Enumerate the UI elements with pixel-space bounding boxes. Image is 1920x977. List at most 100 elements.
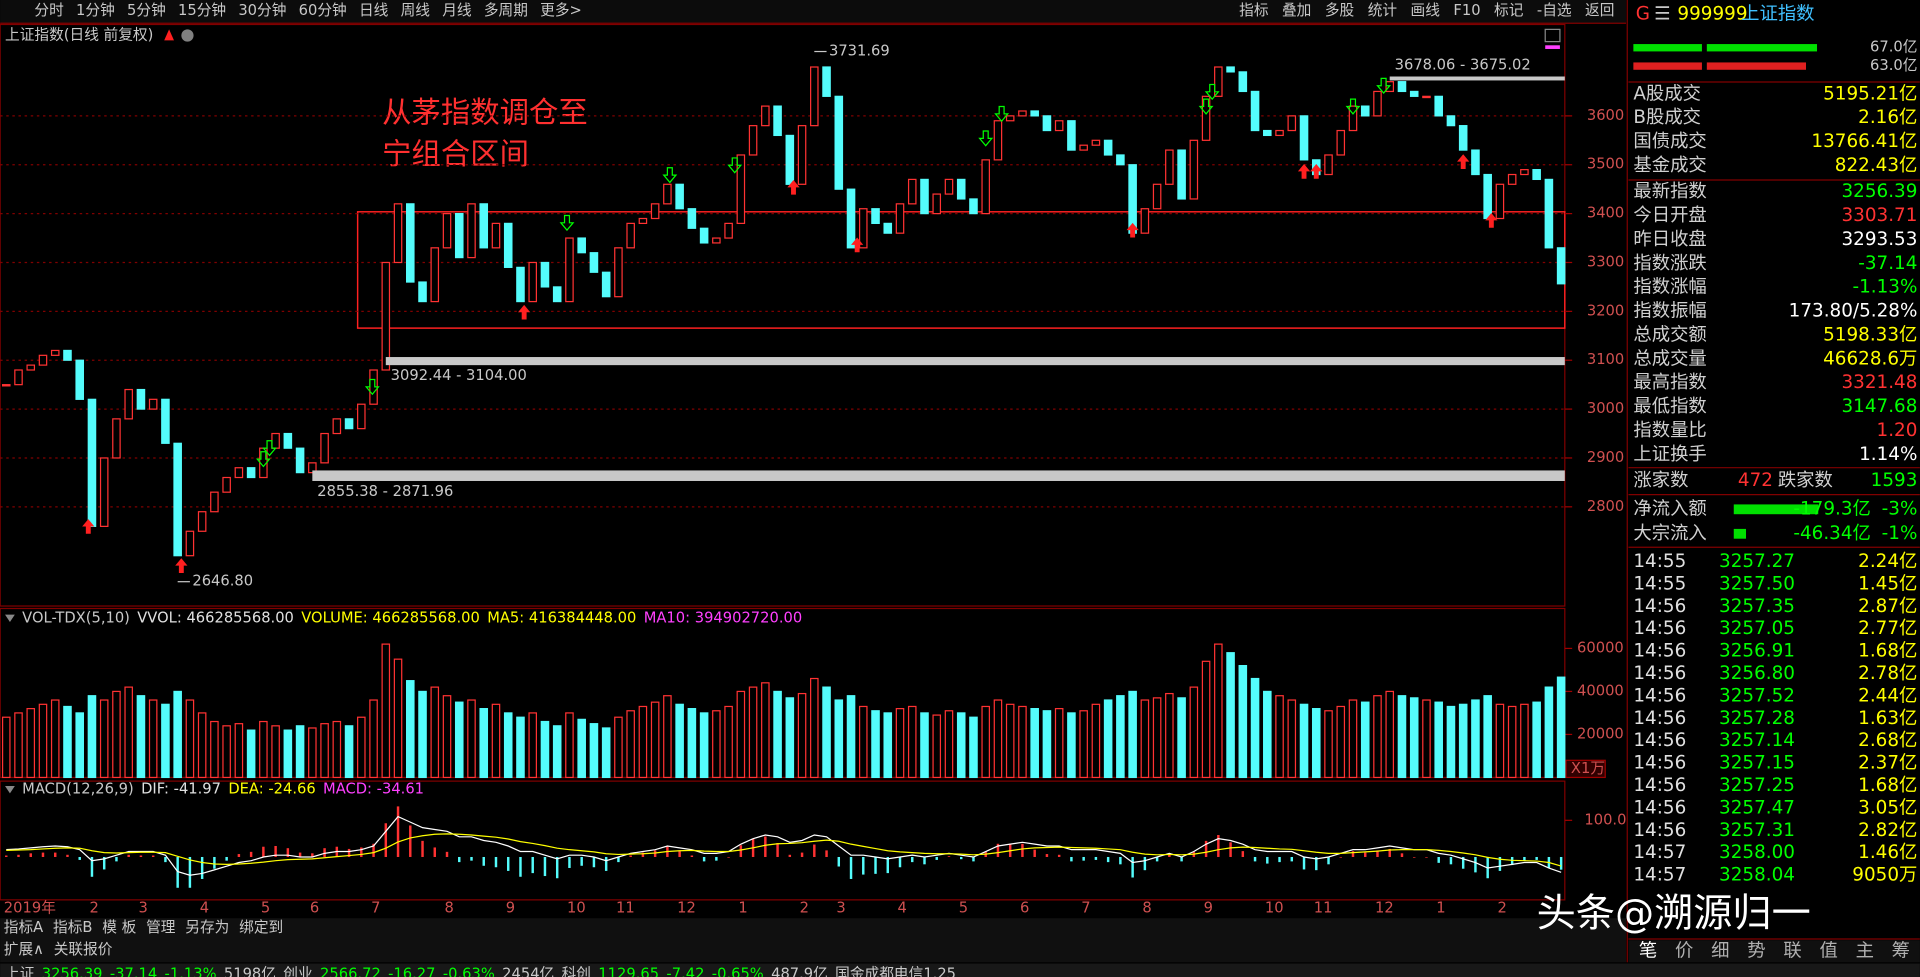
collapse-icon[interactable] [5,786,15,794]
quote-tab[interactable]: 势 [1747,940,1765,961]
toolbar-item[interactable]: 分时 [34,2,64,19]
candle [1030,110,1039,117]
x-tick-label: 9 [506,899,515,916]
tick-time: 14:56 [1633,663,1686,684]
toolbar-item[interactable]: 标记 [1494,2,1524,19]
toolbar-item[interactable]: 指标 [1239,2,1269,19]
candle [797,125,807,185]
macd-bar [445,851,449,857]
tick-time: 14:56 [1633,797,1686,818]
tab[interactable]: 指标B [53,919,92,936]
quote-value: 3321.48 [1841,372,1917,393]
y-tick-label: 2900 [1587,449,1624,466]
breadth-value: 472 [1738,470,1773,491]
macd-bar [494,856,498,868]
tab[interactable]: 指标A [4,919,43,936]
macd-bar [641,852,645,857]
quote-tab[interactable]: 笔 [1639,940,1657,961]
toolbar-item[interactable]: 画线 [1411,2,1441,19]
macd-bar [1045,854,1049,857]
toolbar-item[interactable]: F10 [1453,2,1480,19]
candle [197,511,207,532]
quote-tab[interactable]: 筹 [1892,940,1910,961]
macd-bar [470,856,473,861]
breadth-label: 跌家数 [1778,470,1833,491]
toolbar-item[interactable]: 周线 [401,2,431,19]
candle [1054,120,1064,132]
macd-bar [139,855,143,857]
candle [136,388,146,410]
tab[interactable]: 绑定到 [239,919,283,936]
macd-bar [1131,856,1134,878]
volume-bar [479,708,489,779]
volume-bar [1324,710,1333,779]
tab[interactable]: 另存为 [185,919,229,936]
quote-tab[interactable]: 值 [1819,940,1837,961]
volume-bar [332,720,342,779]
toolbar-item[interactable]: 日线 [359,2,389,19]
note-text: 宁组合区间 [382,137,529,171]
quote-tab[interactable]: 主 [1856,940,1874,961]
toolbar-item[interactable]: 更多> [540,2,582,19]
code-prefix: G [1636,4,1650,25]
macd-bar [360,847,363,857]
tab[interactable]: 扩展∧ [4,941,44,958]
quote-tab[interactable]: 联 [1783,940,1801,961]
quote-tab[interactable]: 细 [1711,940,1729,961]
toolbar-item[interactable]: 多周期 [484,2,528,19]
toolbar-item[interactable]: 返回 [1585,2,1614,19]
volume-bar [1544,686,1554,779]
tick-time: 14:56 [1633,775,1686,796]
x-tick-label: 4 [200,899,209,916]
volume-bar [981,705,990,779]
menu-icon[interactable]: ☰ [1654,4,1670,25]
toolbar-item[interactable]: 多股 [1325,2,1355,19]
tab[interactable]: 模 板 [102,918,136,936]
y-tick-label: 3400 [1587,205,1624,222]
toolbar-item[interactable]: 1分钟 [76,2,115,19]
macd-bar [911,856,914,863]
quote-value: 2.16亿 [1858,107,1917,128]
candle [1140,208,1150,234]
volume-header: VVOL: 466285568.00 [137,609,294,626]
menu-icon[interactable] [181,29,194,42]
volume-bar [552,725,562,779]
status-bg [0,963,1920,977]
toolbar-item[interactable]: 5分钟 [127,2,166,19]
macd-bar [1559,856,1563,870]
candle [1471,149,1480,176]
toolbar-item[interactable]: 15分钟 [178,2,226,19]
tabs-bg [0,918,1627,963]
tick-price: 3257.14 [1719,730,1795,751]
volume-bar [87,695,97,779]
sell-signal [559,214,575,232]
volume-bar [210,720,219,779]
x-tick-label: 10 [567,899,586,916]
macd-bar [1180,856,1183,862]
toolbar-item[interactable]: -自选 [1537,2,1572,19]
collapse-icon[interactable] [5,614,15,622]
volume-bar [185,699,195,779]
candle [1201,95,1211,141]
candle [969,198,978,215]
toolbar-item[interactable]: 统计 [1368,2,1398,19]
quote-tab[interactable]: 价 [1675,940,1693,961]
macd-bar [531,856,534,874]
volume-bar [14,712,23,779]
volume-bar [920,712,929,779]
window-icon[interactable] [1544,28,1561,43]
candle [1373,90,1382,117]
macd-bar [1351,851,1355,857]
tab[interactable]: 关联报价 [54,941,113,958]
toolbar-item[interactable]: 叠加 [1282,2,1311,19]
toolbar-item[interactable]: 30分钟 [238,2,286,19]
toolbar-item[interactable]: 月线 [442,2,472,19]
volume-bar [724,705,733,779]
tab[interactable]: 管理 [146,919,176,936]
macd-bar [1302,856,1306,870]
flow-value: -46.34亿 [1793,523,1871,544]
quote-label: 国债成交 [1633,131,1706,152]
candle [381,261,391,371]
macd-bar [1376,850,1379,857]
toolbar-item[interactable]: 60分钟 [299,2,347,19]
